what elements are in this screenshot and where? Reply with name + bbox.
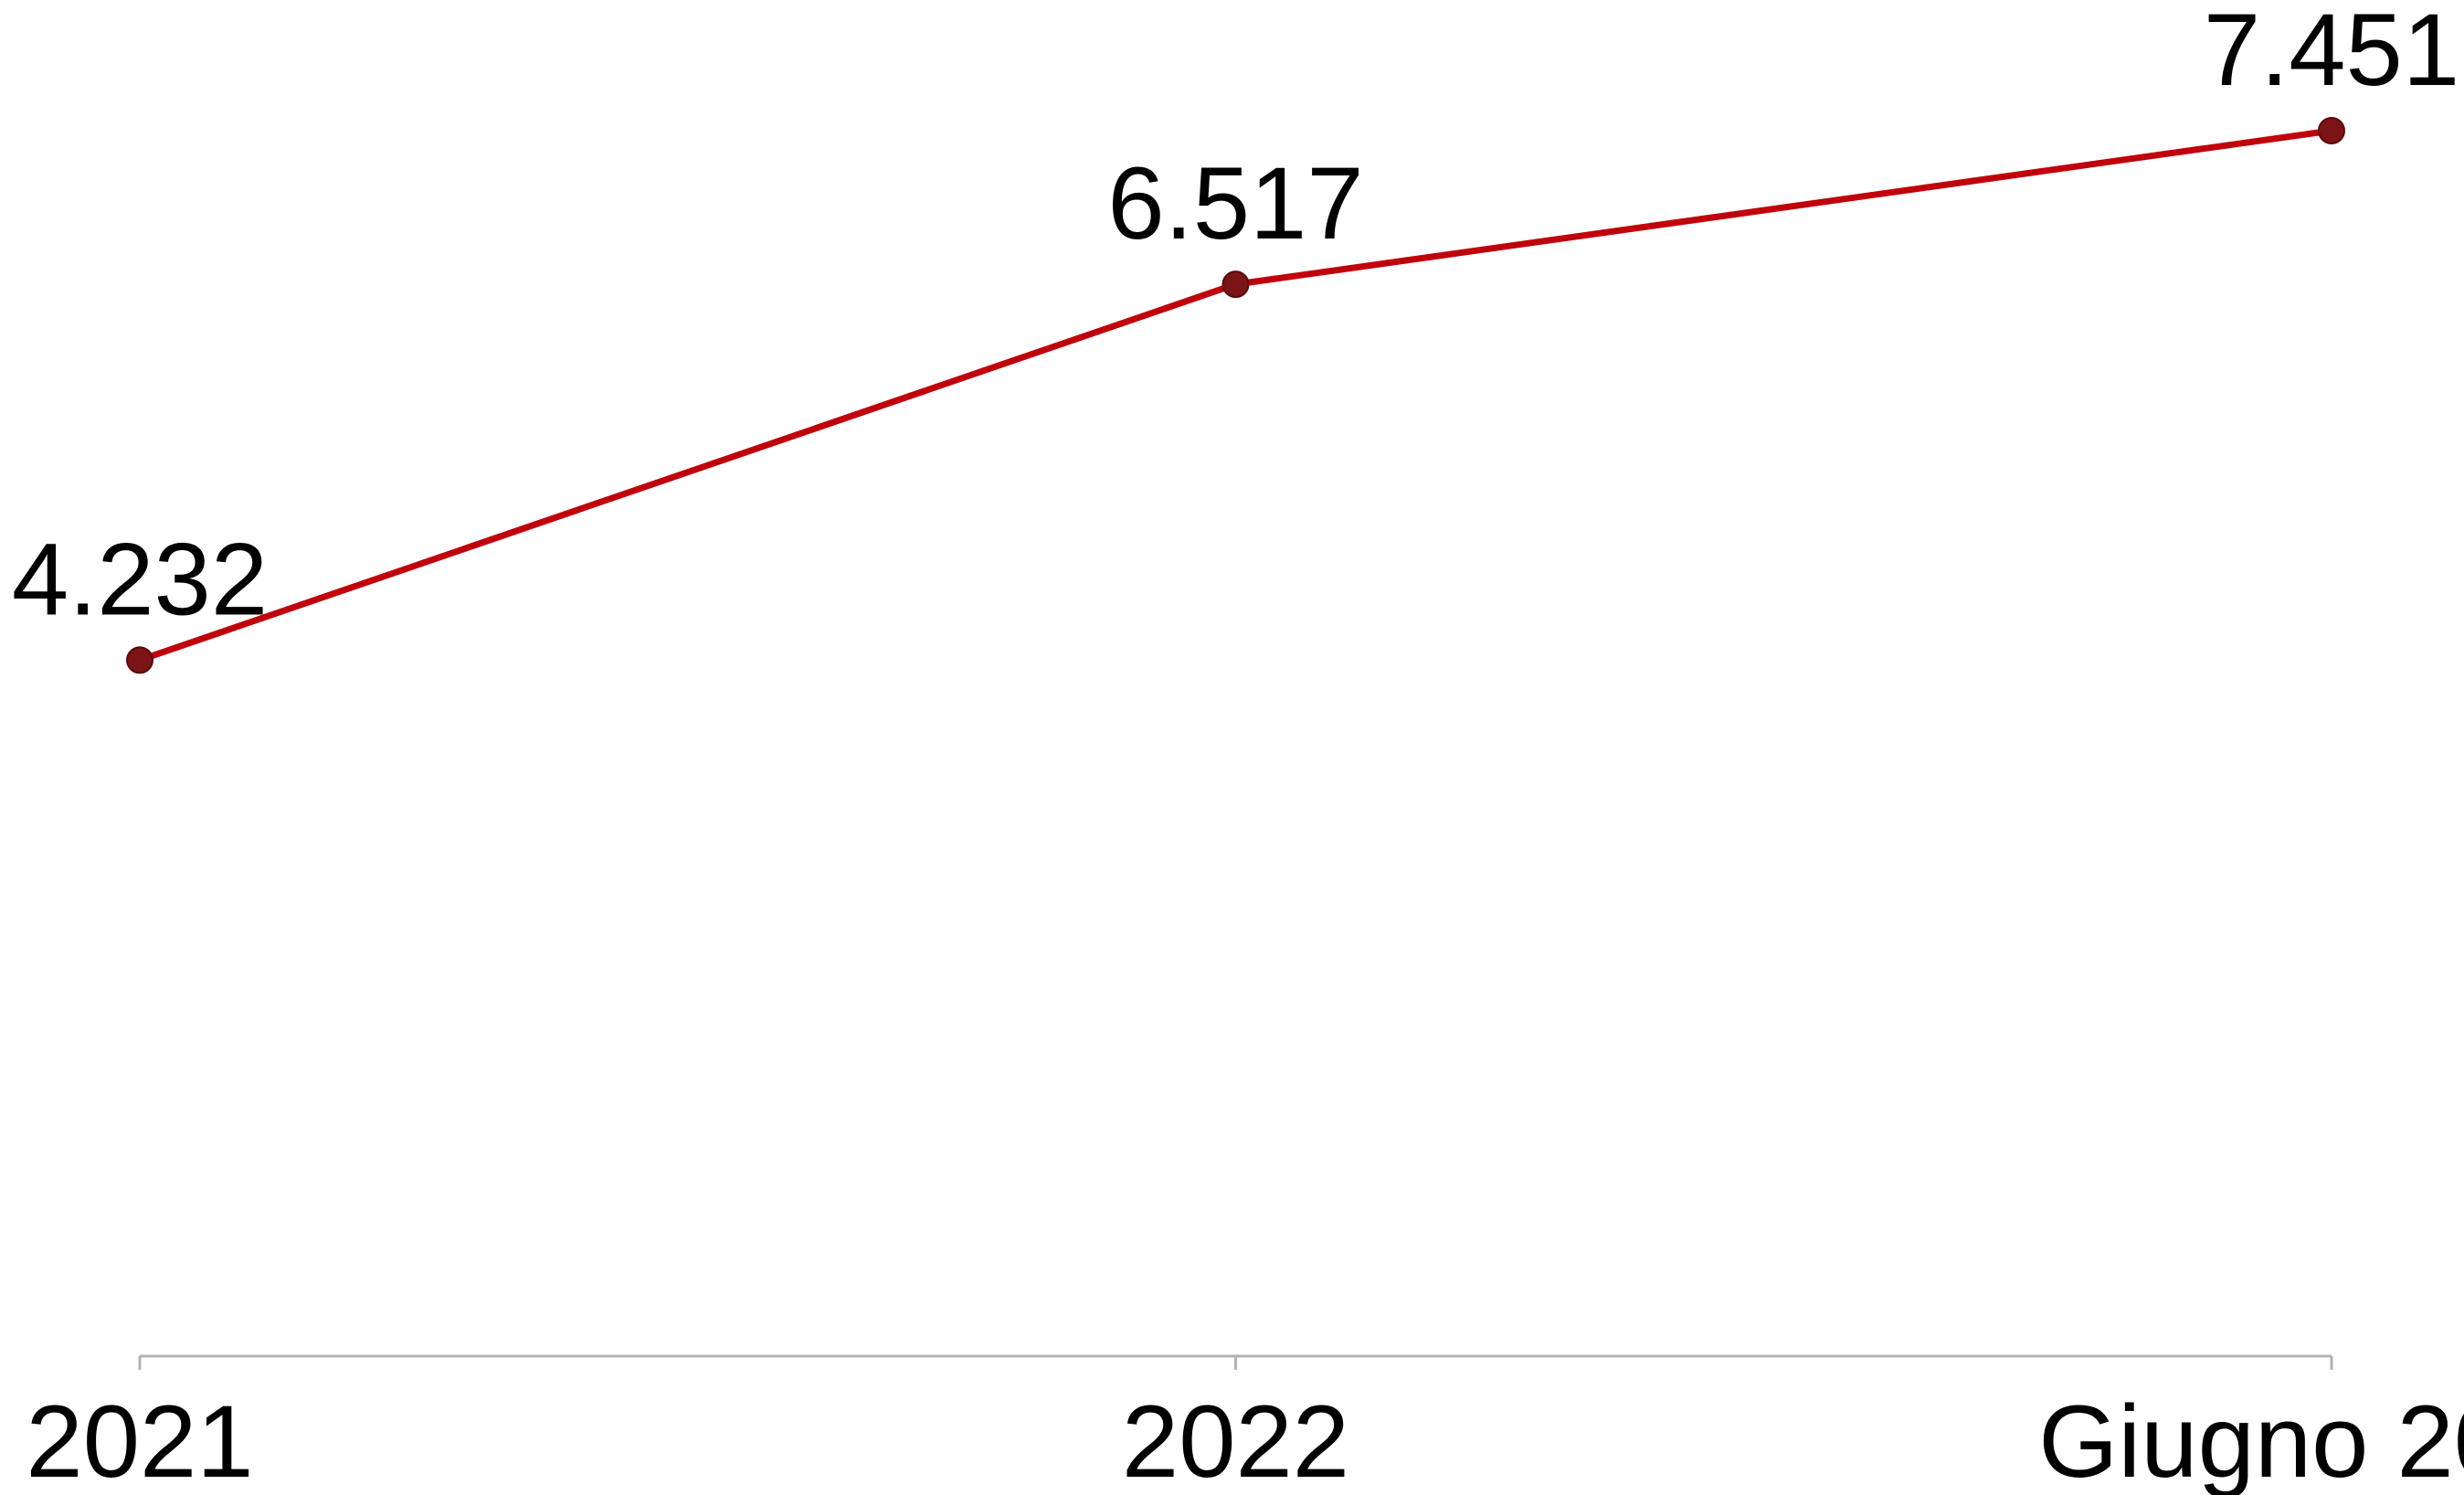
data-label: 7.451 — [2204, 0, 2459, 107]
x-axis-tick-labels: 2021 2022 Giugno 2023 — [26, 1384, 2464, 1495]
data-labels: 4.232 6.517 7.451 — [12, 0, 2459, 636]
data-point — [126, 646, 153, 674]
data-label: 6.517 — [1107, 146, 1363, 260]
x-axis: 2021 2022 Giugno 2023 — [26, 1354, 2464, 1495]
data-label: 4.232 — [12, 522, 268, 636]
data-point — [1221, 270, 1250, 299]
x-tick-label: 2022 — [1122, 1384, 1349, 1495]
data-point — [2318, 117, 2345, 144]
x-tick-label: Giugno 2023 — [2038, 1384, 2464, 1495]
series-layer — [126, 117, 2345, 674]
x-tick-label: 2021 — [26, 1384, 253, 1495]
x-axis-ticks — [138, 1356, 2333, 1370]
